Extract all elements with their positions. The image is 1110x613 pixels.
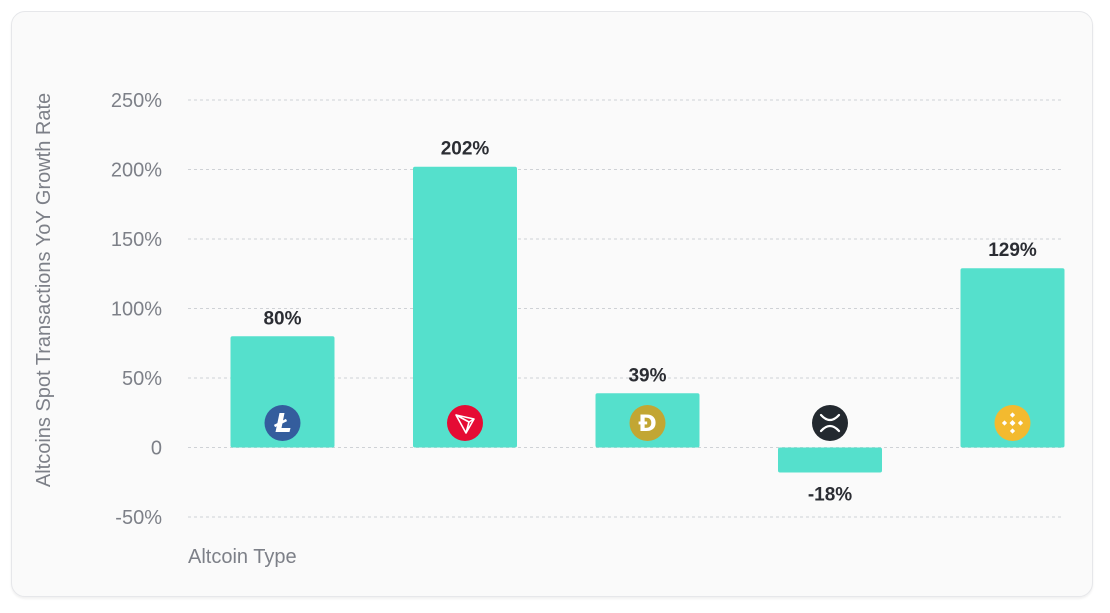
bar-tron — [413, 166, 517, 448]
litecoin-icon — [264, 405, 301, 441]
bnb-icon — [994, 405, 1031, 441]
data-label: 80% — [263, 308, 301, 329]
tron-icon — [447, 405, 483, 441]
y-tick-label: 100% — [111, 299, 162, 321]
y-tick-label: 0 — [151, 438, 162, 460]
y-tick-label: -50% — [115, 507, 162, 529]
bar-xrp — [778, 447, 882, 473]
y-axis-ticks: 250% 200% 150% 100% 50% 0 -50% — [111, 90, 162, 529]
chart-card — [11, 11, 1093, 597]
data-label: -18% — [808, 485, 852, 506]
data-label: 39% — [628, 365, 666, 386]
dogecoin-icon: Đ — [629, 405, 666, 441]
coin-icons: Đ — [264, 405, 1031, 441]
y-tick-label: 50% — [122, 368, 162, 390]
y-axis-title: Altcoins Spot Transactions YoY Growth Ra… — [33, 93, 55, 487]
svg-text:Đ: Đ — [638, 412, 656, 437]
gridlines — [188, 99, 1064, 518]
data-label: 202% — [441, 139, 490, 160]
y-tick-label: 200% — [111, 160, 162, 182]
data-labels: 80% 202% 39% -18% 129% — [263, 139, 1036, 506]
bar-litecoin — [230, 336, 335, 448]
data-label: 129% — [988, 240, 1037, 261]
y-tick-label: 250% — [111, 90, 162, 112]
y-tick-label: 150% — [111, 229, 162, 251]
xrp-icon — [812, 405, 848, 441]
x-axis-title: Altcoin Type — [188, 546, 297, 568]
bar-bnb — [960, 268, 1065, 448]
